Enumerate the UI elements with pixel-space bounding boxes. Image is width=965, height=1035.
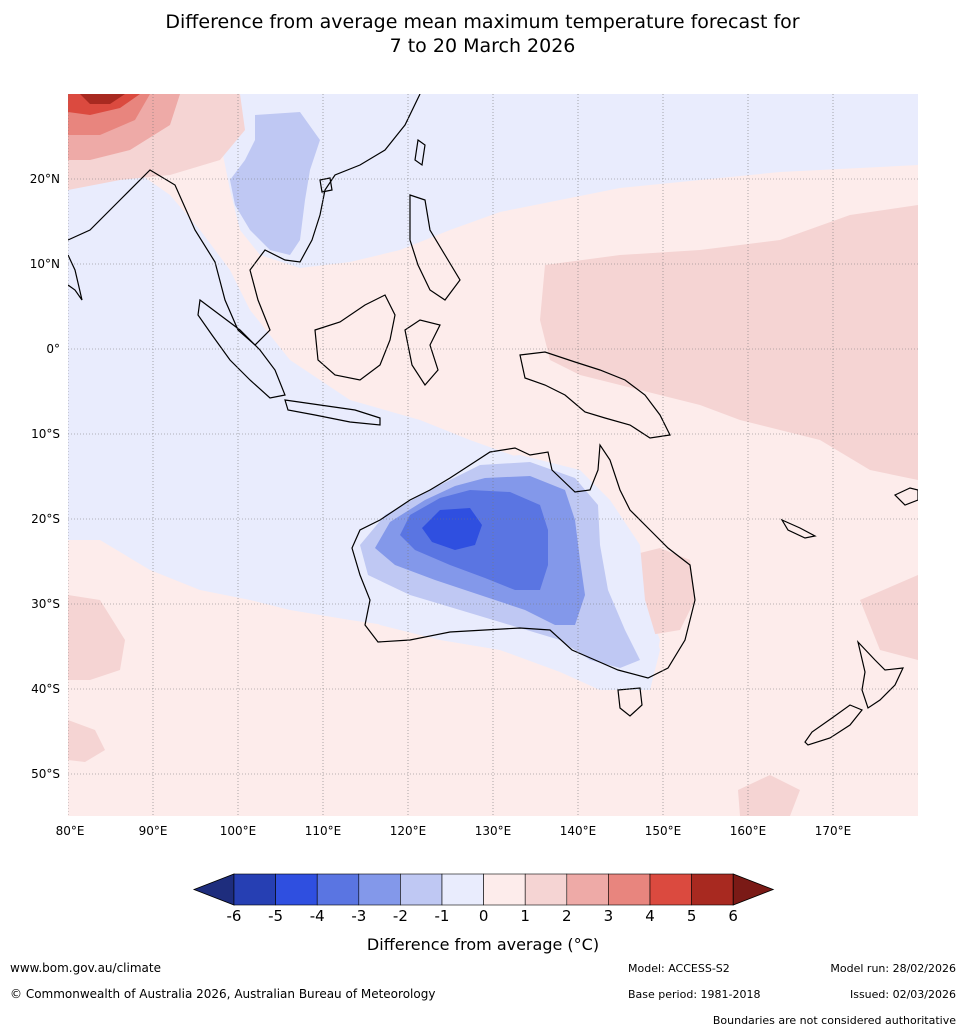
footer-issued: Issued: 02/03/2026 [849,988,956,1001]
lat-label: 20°S [31,512,60,526]
asia-mainland-coast [68,94,421,346]
colorbar-segment [691,873,734,906]
australia-coast [351,443,696,679]
colorbar-segment [400,873,443,906]
colorbar-over-triangle [732,873,775,906]
map-title-line1: Difference from average mean maximum tem… [165,11,800,33]
colorbar-tick-label: -1 [435,907,450,925]
colorbar-segment [608,873,651,906]
colorbar-segment [649,873,692,906]
longitude-labels: 80°E 90°E 100°E 110°E 120°E 130°E 140°E … [56,824,852,838]
lat-label: 40°S [31,682,60,696]
lon-label: 80°E [56,824,85,838]
lon-label: 170°E [815,824,852,838]
colorbar-segment [483,873,526,906]
lon-label: 120°E [390,824,427,838]
lat-label: 30°S [31,597,60,611]
colorbar-tick-label: 2 [562,907,572,925]
warm-region-pacific [540,205,918,480]
colorbar-under-triangle [192,873,235,906]
graticule [68,94,918,816]
colorbar-tick-label: 3 [604,907,614,925]
colorbar-tick-label: 4 [645,907,655,925]
footer-model: Model: ACCESS-S2 [628,962,730,975]
colorbar-segment [441,873,484,906]
warm-region-south-indian [68,595,125,680]
lon-label: 150°E [645,824,682,838]
colorbar-tick-label: 0 [479,907,489,925]
tasmania-coast [617,687,643,717]
lon-label: 110°E [305,824,342,838]
new-zealand-south [804,704,863,746]
map-area [68,94,918,816]
footer-copyright: © Commonwealth of Australia 2026, Austra… [10,987,436,1001]
colorbar-segment [524,873,568,906]
new-zealand-north [856,639,904,709]
colorbar-tick-label: -2 [393,907,408,925]
footer-base-period: Base period: 1981-2018 [628,988,761,1001]
lon-label: 160°E [730,824,767,838]
lon-label: 90°E [139,824,168,838]
colorbar-tick-label: -6 [227,907,242,925]
india-coast [68,254,83,301]
fiji-coast [893,487,918,506]
map-title: Difference from average mean maximum tem… [0,10,965,58]
colorbar [192,873,775,906]
lat-label: 10°S [31,427,60,441]
lat-label: 50°S [31,767,60,781]
colorbar-tick-label: -4 [310,907,325,925]
sulawesi-coast [404,319,441,386]
new-caledonia-coast [780,518,817,539]
philippines-coast [409,194,461,301]
colorbar-segment [316,873,360,906]
colorbar-tick-labels: -6 -5 -4 -3 -2 -1 0 1 2 3 4 5 6 [227,907,738,925]
lon-label: 140°E [560,824,597,838]
colorbar-tick-label: -3 [351,907,366,925]
warm-region-tasman [860,575,918,660]
taiwan-coast [414,138,426,167]
cool-region-bay [68,360,200,445]
footer-url: www.bom.gov.au/climate [10,961,161,975]
colorbar-segment [275,873,318,906]
hainan-coast [319,177,333,193]
cool-region-australia-5 [422,508,482,550]
warm-region-southern [738,775,800,816]
cool-region-indochina [230,112,320,255]
colorbar-segment [233,873,276,906]
latitude-labels: 20°N 10°N 0° 10°S 20°S 30°S 40°S 50°S [30,172,60,781]
borneo-coast [314,294,396,381]
lon-label: 130°E [475,824,512,838]
colorbar-segment [566,873,609,906]
footer-disclaimer: Boundaries are not considered authoritat… [712,1014,956,1027]
warm-region-southwest [68,720,105,762]
footer-model-run: Model run: 28/02/2026 [830,962,956,975]
colorbar-tick-label: 5 [687,907,697,925]
coastlines [68,94,918,746]
colorbar-tick-label: -5 [268,907,283,925]
colorbar-tick-label: 6 [728,907,738,925]
java-coast [284,399,381,426]
warm-region-asia-5 [80,94,125,104]
lon-label: 100°E [220,824,257,838]
colorbar-label: Difference from average (°C) [367,935,599,954]
lat-label: 10°N [30,257,60,271]
lat-label: 0° [46,342,60,356]
colorbar-segment [358,873,401,906]
map-title-line2: 7 to 20 March 2026 [389,35,576,57]
forecast-map: 20°N 10°N 0° 10°S 20°S 30°S 40°S 50°S 80… [30,94,918,954]
lat-label: 20°N [30,172,60,186]
colorbar-tick-label: 1 [520,907,530,925]
new-guinea-coast [519,351,671,439]
